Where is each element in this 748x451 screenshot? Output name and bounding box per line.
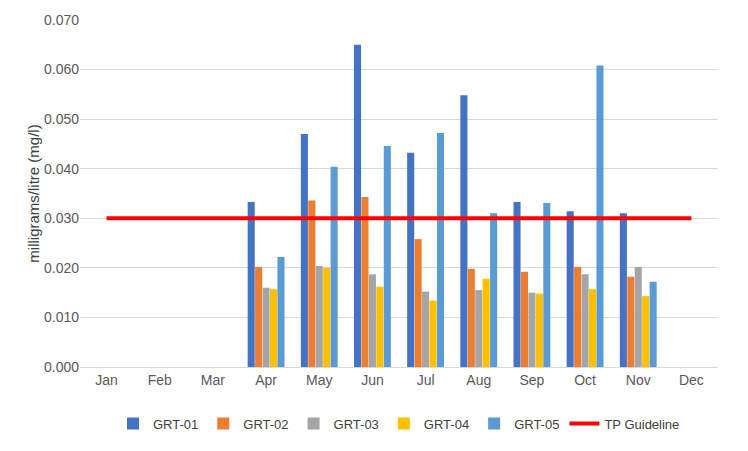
svg-text:Apr: Apr [255, 372, 277, 388]
svg-text:0.060: 0.060 [44, 61, 79, 77]
svg-text:Nov: Nov [626, 372, 651, 388]
svg-text:0.010: 0.010 [44, 309, 79, 325]
svg-text:Dec: Dec [679, 372, 704, 388]
svg-text:Sep: Sep [519, 372, 544, 388]
svg-text:Oct: Oct [574, 372, 596, 388]
svg-text:GRT-05: GRT-05 [514, 417, 559, 432]
svg-text:0.050: 0.050 [44, 111, 79, 127]
svg-text:Aug: Aug [466, 372, 491, 388]
svg-text:GRT-02: GRT-02 [243, 417, 288, 432]
svg-text:GRT-01: GRT-01 [153, 417, 198, 432]
svg-text:GRT-04: GRT-04 [424, 417, 469, 432]
svg-text:milligrams/litre (mg/l): milligrams/litre (mg/l) [25, 124, 42, 262]
svg-text:May: May [306, 372, 332, 388]
svg-text:Jun: Jun [361, 372, 384, 388]
svg-text:Mar: Mar [201, 372, 225, 388]
svg-text:0.040: 0.040 [44, 161, 79, 177]
svg-text:TP Guideline: TP Guideline [604, 417, 679, 432]
svg-text:GRT-03: GRT-03 [334, 417, 379, 432]
svg-text:Jul: Jul [417, 372, 435, 388]
svg-text:0.020: 0.020 [44, 260, 79, 276]
svg-text:Feb: Feb [148, 372, 172, 388]
svg-text:Jan: Jan [95, 372, 118, 388]
svg-text:0.070: 0.070 [44, 12, 79, 28]
svg-text:0.000: 0.000 [44, 359, 79, 375]
svg-text:0.030: 0.030 [44, 210, 79, 226]
